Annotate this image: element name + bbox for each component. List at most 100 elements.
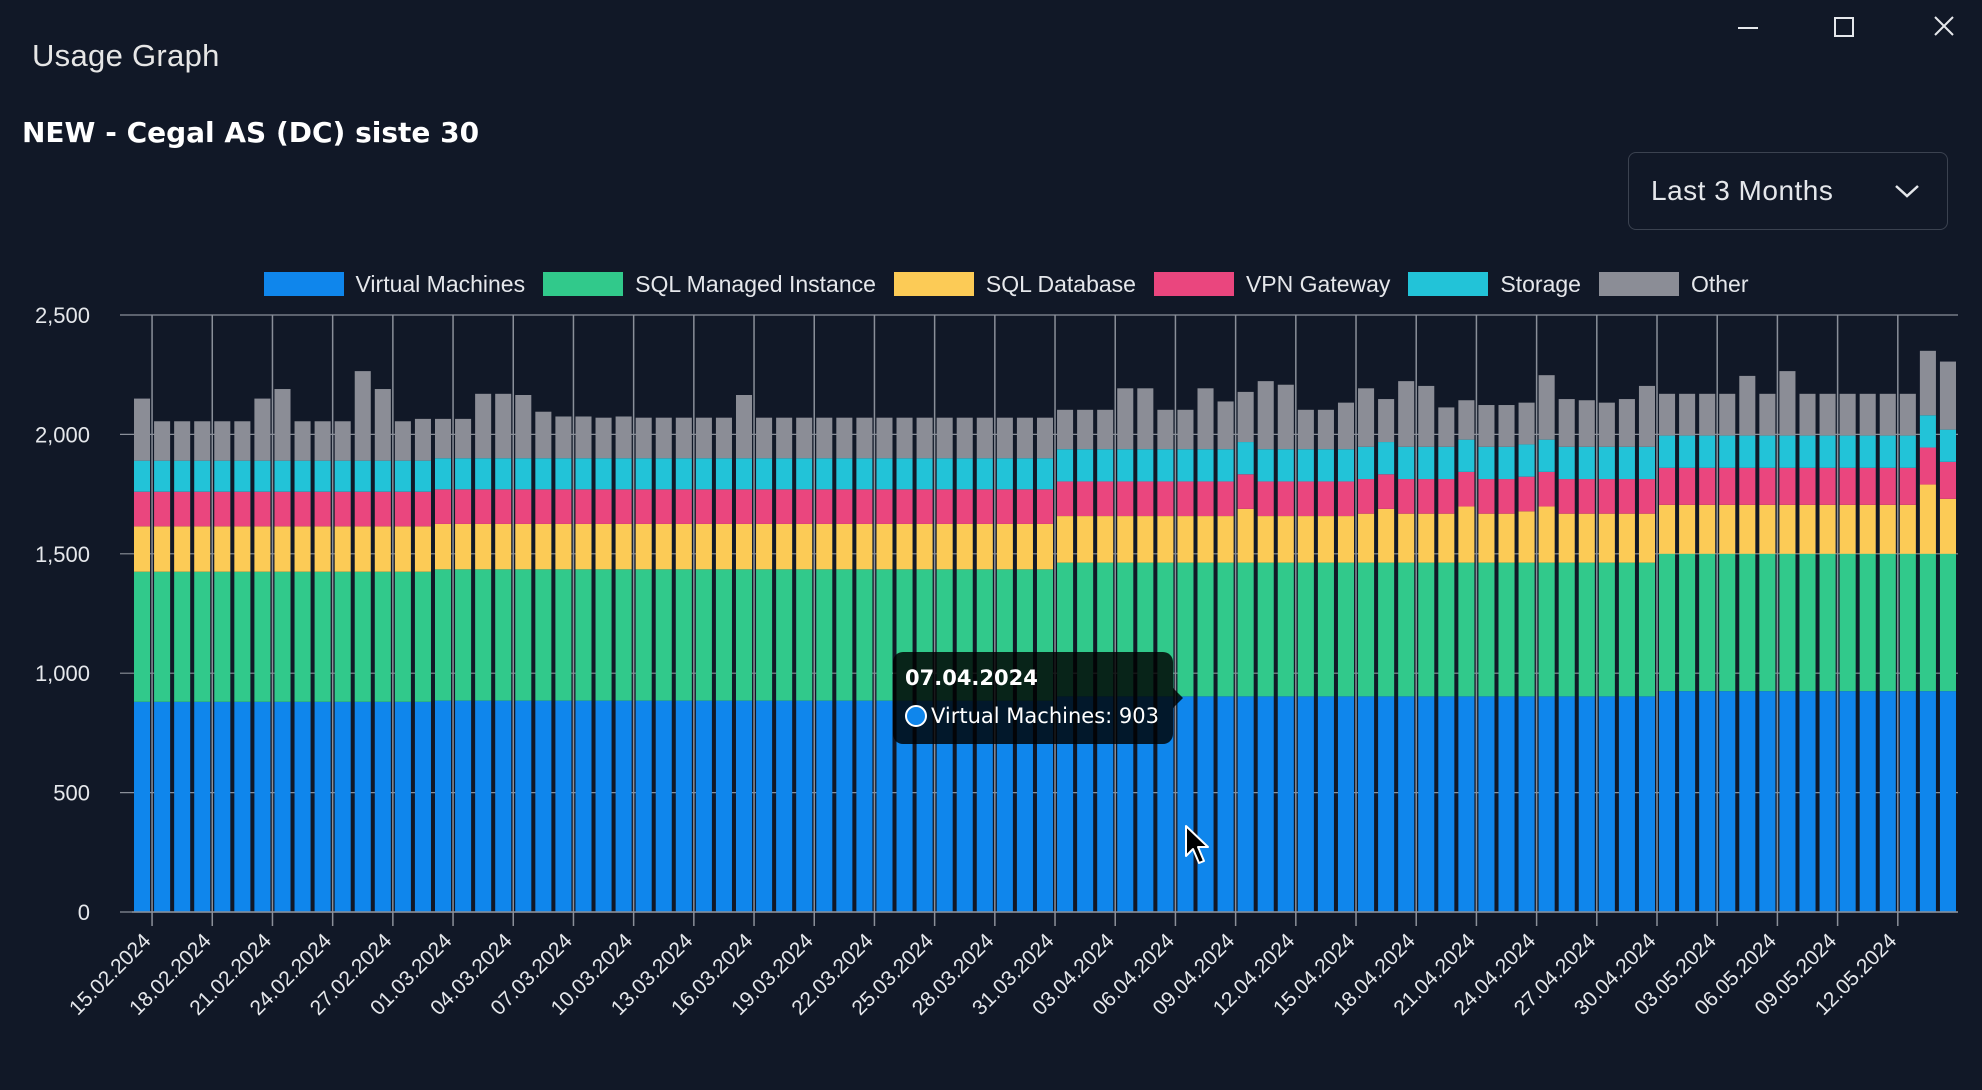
bar-segment — [655, 569, 672, 701]
bar-segment — [1057, 516, 1074, 563]
bar-segment — [796, 458, 813, 490]
bar-segment — [1358, 446, 1375, 480]
bar-segment — [1859, 691, 1876, 912]
bar-segment — [1297, 696, 1314, 912]
bar-segment — [916, 523, 933, 570]
bar-segment — [1398, 446, 1415, 480]
bar-segment — [796, 523, 813, 570]
bar-segment — [836, 458, 853, 490]
bar-segment — [1016, 458, 1033, 490]
bar-segment — [1438, 446, 1455, 480]
bar-segment — [394, 491, 411, 527]
bar-segment — [1177, 516, 1194, 563]
bar-segment — [274, 526, 291, 572]
bar-segment — [234, 526, 251, 572]
bar-segment — [796, 569, 813, 701]
bar-segment — [1558, 513, 1575, 563]
bar-segment — [194, 460, 211, 492]
bar-segment — [1659, 553, 1676, 692]
bar-segment — [535, 700, 552, 912]
bar-segment — [1117, 696, 1134, 912]
bar-segment — [374, 701, 391, 912]
bar-segment — [194, 421, 211, 461]
bar-segment — [776, 700, 793, 912]
bar-segment — [876, 458, 893, 490]
bar-segment — [214, 421, 231, 461]
bar-segment — [1177, 696, 1194, 912]
bar-segment — [1538, 439, 1555, 472]
bar-segment — [1097, 449, 1114, 482]
bar-segment — [1558, 479, 1575, 514]
bar-segment — [1157, 696, 1174, 912]
y-tick-label: 1,000 — [35, 661, 90, 686]
bar-segment — [1097, 696, 1114, 912]
bar-segment — [976, 458, 993, 490]
bar-segment — [996, 523, 1013, 570]
bar-segment — [1077, 449, 1094, 482]
bar-segment — [354, 701, 371, 912]
bar-segment — [1699, 553, 1716, 692]
chart-legend: Virtual Machines SQL Managed Instance SQL … — [0, 266, 1982, 302]
bar-segment — [394, 421, 411, 461]
bar-segment — [1699, 691, 1716, 912]
bar-segment — [1719, 691, 1736, 912]
bar-segment — [475, 569, 492, 701]
bar-segment — [1358, 696, 1375, 912]
bar-segment — [234, 491, 251, 527]
bar-segment — [1237, 562, 1254, 697]
bar-segment — [1679, 467, 1696, 505]
bar-segment — [675, 700, 692, 912]
bar-segment — [1839, 553, 1856, 692]
bar-segment — [936, 489, 953, 524]
bar-segment — [1036, 489, 1054, 524]
bar-segment — [1558, 446, 1575, 480]
bar-segment — [555, 569, 572, 701]
bar-segment — [414, 418, 431, 461]
bar-segment — [1077, 696, 1094, 912]
bar-segment — [976, 489, 993, 524]
bar-segment — [1337, 516, 1355, 563]
bar-segment — [334, 526, 351, 572]
legend-item[interactable]: SQL Managed Instance — [543, 271, 876, 298]
bar-segment — [695, 417, 712, 459]
time-range-dropdown[interactable]: Last 3 Months — [1628, 152, 1948, 230]
bar-segment — [715, 700, 732, 912]
legend-item[interactable]: Storage — [1408, 271, 1581, 298]
bar-segment — [394, 526, 411, 572]
bar-segment — [675, 417, 692, 459]
bar-segment — [515, 489, 532, 524]
bar-segment — [876, 489, 893, 524]
bar-segment — [1378, 562, 1395, 697]
bar-segment — [1719, 467, 1736, 505]
legend-item[interactable]: Other — [1598, 271, 1749, 298]
bar-segment — [555, 458, 572, 490]
bar-segment — [655, 458, 672, 490]
legend-item[interactable]: SQL Database — [893, 271, 1136, 298]
bar-segment — [655, 417, 672, 459]
bar-segment — [314, 421, 331, 461]
bar-segment — [1137, 481, 1154, 517]
bar-segment — [796, 417, 813, 459]
bar-segment — [1719, 393, 1736, 436]
bar-segment — [1779, 435, 1796, 468]
close-button[interactable] — [1914, 8, 1974, 48]
bar-segment — [1016, 523, 1033, 570]
bar-segment — [1859, 435, 1876, 468]
bar-segment — [896, 417, 913, 459]
bar-segment — [916, 700, 933, 912]
bar-segment — [455, 700, 472, 912]
legend-item[interactable]: Virtual Machines — [263, 271, 525, 298]
bar-segment — [595, 489, 612, 524]
bar-segment — [1277, 384, 1294, 450]
bar-segment — [575, 700, 592, 912]
bar-segment — [876, 700, 893, 912]
legend-item[interactable]: VPN Gateway — [1153, 271, 1390, 298]
maximize-button[interactable] — [1814, 8, 1874, 48]
bar-segment — [234, 701, 251, 912]
minimize-button[interactable] — [1718, 8, 1778, 48]
bar-segment — [314, 460, 331, 492]
bar-segment — [1277, 696, 1294, 912]
bar-segment — [956, 458, 973, 490]
bar-segment — [1016, 417, 1033, 459]
bar-segment — [455, 523, 472, 570]
